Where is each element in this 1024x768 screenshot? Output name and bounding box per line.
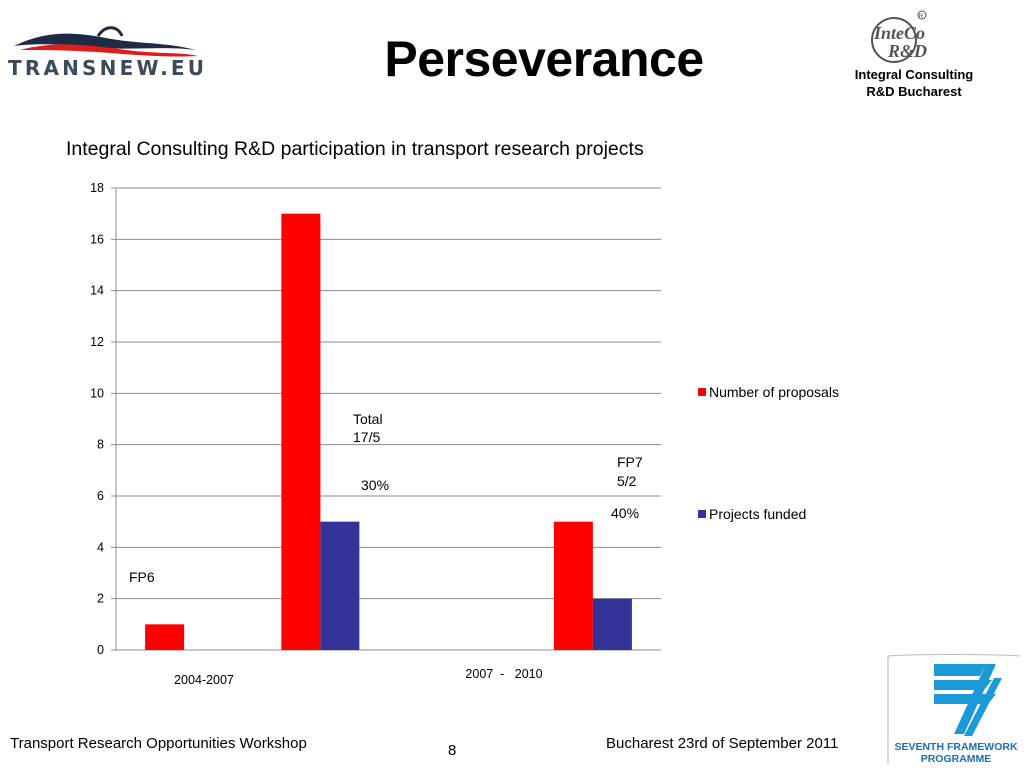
annotation-total-ratio: 17/5	[353, 429, 380, 445]
svg-text:R&D: R&D	[887, 41, 927, 61]
y-tick-label: 18	[90, 181, 104, 195]
y-tick-label: 6	[97, 489, 104, 503]
y-tick-label: 2	[97, 592, 104, 606]
inteco-caption-line2: R&D Bucharest	[866, 84, 962, 99]
x-period-label-2: 2007 - 2010	[465, 667, 542, 681]
footer-location-date: Bucharest 23rd of September 2011	[606, 735, 839, 752]
y-tick-label: 8	[97, 438, 104, 452]
svg-text:SEVENTH FRAMEWORK: SEVENTH FRAMEWORK	[894, 741, 1018, 753]
annotation-fp6: FP6	[129, 569, 155, 585]
bar-funded	[320, 521, 360, 650]
svg-text:InteCo: InteCo	[873, 23, 925, 43]
chart-title: Integral Consulting R&D participation in…	[66, 138, 644, 160]
bar-proposals	[145, 624, 185, 650]
y-tick-label: 4	[97, 540, 104, 554]
y-tick-label: 16	[90, 232, 104, 246]
annotation-fp7: FP7	[617, 454, 643, 470]
bar-funded	[592, 598, 632, 650]
bars	[145, 213, 632, 650]
y-tick-label: 10	[90, 386, 104, 400]
legend-label-funded: Projects funded	[709, 506, 806, 522]
inteco-caption-line1: Integral Consulting	[854, 67, 974, 82]
footer-event: Transport Research Opportunities Worksho…	[10, 735, 307, 752]
inteco-caption: Integral Consulting R&D Bucharest	[832, 66, 996, 100]
transnew-logo-text: TRANSNEW.EU	[8, 56, 208, 80]
x-period-label-1: 2004-2007	[174, 673, 234, 687]
y-tick-labels: 0 2 4 6 8 10 12 14 16 18	[90, 181, 104, 657]
y-tick-label: 12	[90, 335, 104, 349]
legend-label-proposals: Number of proposals	[709, 384, 839, 400]
annotation-30-percent: 30%	[361, 477, 389, 493]
bar-proposals	[553, 521, 593, 650]
svg-text:R: R	[919, 14, 924, 20]
svg-text:PROGRAMME: PROGRAMME	[921, 753, 992, 765]
legend-swatch-funded	[698, 510, 706, 518]
seventh-framework-logo: SEVENTH FRAMEWORK PROGRAMME	[887, 654, 1021, 765]
legend-swatch-proposals	[698, 388, 706, 396]
y-tick-label: 0	[97, 643, 104, 657]
page-number: 8	[448, 742, 457, 759]
annotation-fp7-ratio: 5/2	[617, 473, 637, 489]
transnew-logo	[14, 26, 198, 57]
annotation-40-percent: 40%	[611, 505, 639, 521]
legend: Number of proposals Projects funded	[698, 384, 839, 522]
y-tick-label: 14	[90, 284, 104, 298]
inteco-logo: R InteCo R&D	[871, 10, 927, 63]
annotation-total: Total	[353, 411, 383, 427]
slide-title: Perseverance	[384, 31, 704, 87]
bar-proposals	[281, 213, 321, 650]
